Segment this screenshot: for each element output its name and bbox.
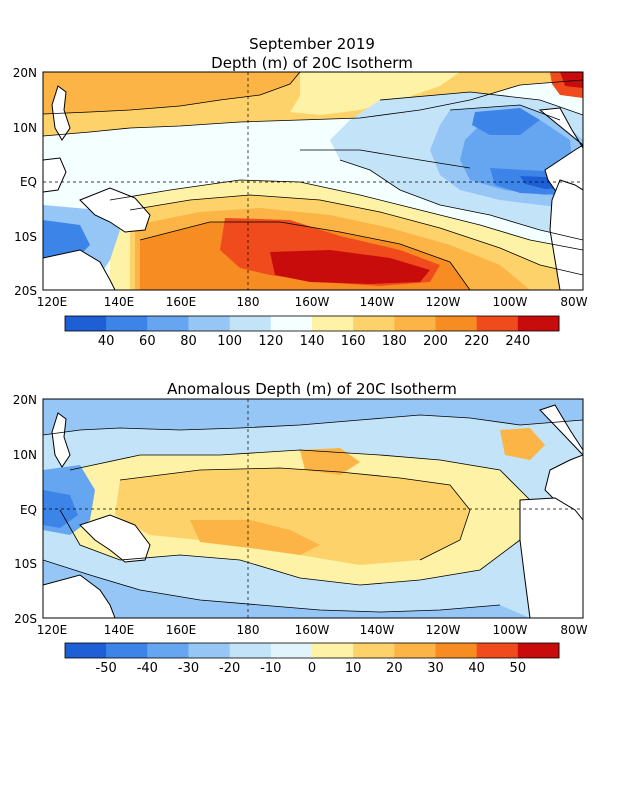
anomaly-colorbar-label: 50 [510, 661, 527, 676]
anomaly-colorbar-label: -40 [137, 661, 158, 676]
lat-label-10n: 10N [13, 121, 37, 135]
anom-lon-label-180: 180 [237, 623, 260, 637]
anom-lon-label-160e: 160E [166, 623, 197, 637]
figure-title-date: September 2019 [249, 35, 375, 53]
depth-colorbar-swatch [518, 316, 560, 331]
anomaly-colorbar-swatch [312, 643, 354, 658]
depth-colorbar-swatch [436, 316, 478, 331]
lat-label-eq: EQ [20, 175, 37, 189]
anomaly-colorbar-label: 30 [427, 661, 444, 676]
depth-colorbar-label: 220 [464, 334, 489, 349]
lat-label-10s: 10S [14, 230, 37, 244]
depth-colorbar-swatch [312, 316, 354, 331]
depth-colorbar-label: 120 [258, 334, 283, 349]
depth-colorbar-label: 200 [423, 334, 448, 349]
figure-title-depth: Depth (m) of 20C Isotherm [211, 54, 413, 72]
anomaly-colorbar-swatch [394, 643, 436, 658]
anomaly-colorbar-swatch [271, 643, 313, 658]
anomaly-colorbar-label: 0 [308, 661, 316, 676]
anomaly-lon-labels: 120E 140E 160E 180 160W 140W 120W 100W 8… [37, 623, 588, 637]
anom-lon-label-140w: 140W [360, 623, 395, 637]
anom-lat-label-10s: 10S [14, 557, 37, 571]
anomaly-colorbar-swatch [518, 643, 560, 658]
depth-colorbar-label: 60 [139, 334, 156, 349]
anomaly-colorbar-swatch [477, 643, 519, 658]
anomaly-colorbar-label: -30 [178, 661, 199, 676]
depth-colorbar-label: 140 [300, 334, 325, 349]
anomaly-colorbar-swatch [230, 643, 272, 658]
anomaly-lat-labels: 20N 10N EQ 10S 20S [13, 393, 37, 626]
anomaly-colorbar-swatch [106, 643, 148, 658]
anomaly-colorbar-label: -50 [96, 661, 117, 676]
anomaly-colorbar-swatch [189, 643, 231, 658]
anomaly-colorbar-label: 20 [386, 661, 403, 676]
anomaly-land-south-america [520, 498, 583, 618]
depth-colorbar-swatch [271, 316, 313, 331]
depth-colorbar-swatch [65, 316, 107, 331]
depth-lat-labels: 20N 10N EQ 10S 20S [13, 66, 37, 298]
anomaly-colorbar: -50 -40 -30 -20 -10 0 10 20 30 40 50 [65, 643, 560, 676]
lat-label-20s: 20S [14, 284, 37, 298]
anom-lon-label-120w: 120W [426, 623, 461, 637]
lon-label-120e: 120E [37, 295, 68, 309]
anomaly-map: 20N 10N EQ 10S 20S 120E 140E 160E 180 16… [13, 393, 588, 637]
anomaly-title: Anomalous Depth (m) of 20C Isotherm [167, 380, 457, 398]
anomaly-colorbar-swatch [65, 643, 107, 658]
anomaly-colorbar-swatch [147, 643, 189, 658]
depth-colorbar-label: 180 [382, 334, 407, 349]
depth-colorbar-swatch [189, 316, 231, 331]
depth-map: 20N 10N EQ 10S 20S 120E 140E 160E 180 16… [13, 66, 588, 309]
lon-label-180: 180 [237, 295, 260, 309]
lat-label-20n: 20N [13, 66, 37, 80]
depth-colorbar-label: 100 [217, 334, 242, 349]
anom-lon-label-160w: 160W [295, 623, 330, 637]
depth-colorbar-swatch [477, 316, 519, 331]
lon-label-160w: 160W [295, 295, 330, 309]
anom-lat-label-20s: 20S [14, 612, 37, 626]
lon-label-100w: 100W [493, 295, 528, 309]
depth-colorbar-swatch [230, 316, 272, 331]
anom-lat-label-20n: 20N [13, 393, 37, 407]
depth-colorbar-swatch [106, 316, 148, 331]
anom-lon-label-120e: 120E [37, 623, 68, 637]
anom-lon-label-140e: 140E [104, 623, 135, 637]
depth-colorbar-swatch [353, 316, 395, 331]
depth-colorbar-swatch [394, 316, 436, 331]
anomaly-colorbar-swatch [436, 643, 478, 658]
anom-lon-label-100w: 100W [493, 623, 528, 637]
depth-lon-labels: 120E 140E 160E 180 160W 140W 120W 100W 8… [37, 295, 588, 309]
anom-lat-label-eq: EQ [20, 503, 37, 517]
depth-colorbar-swatch [147, 316, 189, 331]
anomaly-colorbar-label: -20 [219, 661, 240, 676]
lon-label-80w: 80W [560, 295, 587, 309]
depth-colorbar: 40 60 80 100 120 140 160 180 200 220 240 [65, 316, 560, 349]
depth-colorbar-label: 80 [180, 334, 197, 349]
anomaly-colorbar-label: 40 [468, 661, 485, 676]
anomaly-colorbar-swatch [353, 643, 395, 658]
lon-label-120w: 120W [426, 295, 461, 309]
anomaly-colorbar-label: 10 [345, 661, 362, 676]
lon-label-140e: 140E [104, 295, 135, 309]
anom-lat-label-10n: 10N [13, 448, 37, 462]
anom-lon-label-80w: 80W [560, 623, 587, 637]
anomaly-colorbar-label: -10 [260, 661, 281, 676]
lon-label-160e: 160E [166, 295, 197, 309]
depth-colorbar-label: 240 [505, 334, 530, 349]
lon-label-140w: 140W [360, 295, 395, 309]
depth-colorbar-label: 160 [341, 334, 366, 349]
depth-colorbar-label: 40 [98, 334, 115, 349]
